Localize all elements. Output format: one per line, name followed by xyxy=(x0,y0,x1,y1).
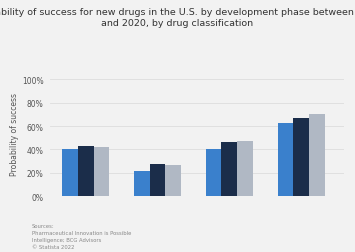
Text: Sources:
Pharmaceutical Innovation is Possible
Intelligence; BCG Advisors
© Stat: Sources: Pharmaceutical Innovation is Po… xyxy=(32,224,131,249)
Bar xyxy=(78,146,93,197)
Bar xyxy=(93,148,109,197)
Bar xyxy=(149,164,165,197)
Bar xyxy=(134,171,149,197)
Bar xyxy=(278,123,293,197)
Bar xyxy=(165,165,181,197)
Bar xyxy=(237,142,253,197)
Bar xyxy=(62,150,78,197)
Bar xyxy=(222,143,237,197)
Bar xyxy=(309,115,325,197)
Y-axis label: Probability of success: Probability of success xyxy=(10,92,19,175)
Bar xyxy=(206,150,222,197)
Bar xyxy=(293,118,309,197)
Text: Probability of success for new drugs in the U.S. by development phase between 20: Probability of success for new drugs in … xyxy=(0,8,355,28)
